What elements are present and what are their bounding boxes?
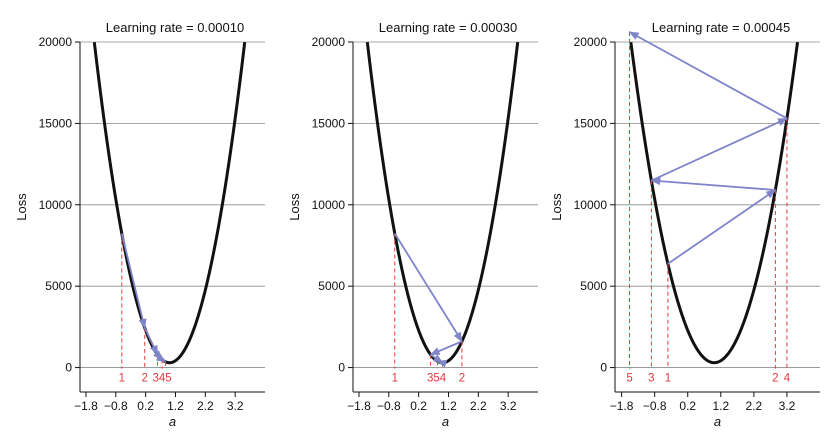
chart-title: Learning rate = 0.00045 [652,20,790,35]
x-tick-label: −0.8 [104,399,128,413]
step-label: 2 [459,373,465,385]
step-arrow-2-to-3 [650,177,776,191]
step-arrow-1-to-2 [394,233,463,343]
y-tick-label: 20000 [574,35,608,49]
x-tick-label: −0.8 [643,399,667,413]
y-axis-label: Loss [549,193,564,221]
step-arrow-3-to-4 [650,117,788,182]
step-arrow-1-to-2 [667,189,777,265]
step-arrow-2-to-3 [143,327,159,356]
step-label: 3 [648,373,654,385]
x-tick-label: 0.2 [137,399,154,413]
x-axis-label: a [714,414,721,429]
step-label: 1 [119,373,125,385]
x-tick-label: −1.8 [610,399,634,413]
y-tick-label: 15000 [312,116,346,130]
y-tick-label: 5000 [318,279,345,293]
x-axis-label: a [169,414,176,429]
step-arrow-2-to-3 [429,340,463,356]
x-tick-label: 1.2 [167,399,184,413]
y-tick-label: 15000 [574,116,608,130]
loss-curve [92,42,247,365]
step-label: 345 [152,373,171,385]
y-tick-label: 20000 [39,35,73,49]
step-label: 2 [772,373,778,385]
y-tick-label: 0 [338,361,345,375]
chart-panel-3: 0 5000 10000 15000 20000 −1.8 −0.8 0.2 1.2 2.2 3.2… [549,20,820,429]
x-tick-label: 3.2 [227,399,244,413]
step-label: 354 [427,373,447,385]
chart-title: Learning rate = 0.00010 [106,20,244,35]
step-label: 4 [784,373,791,385]
step-label: 1 [392,373,398,385]
loss-curve [629,42,800,365]
chart-title: Learning rate = 0.00030 [379,20,517,35]
y-tick-label: 10000 [39,198,73,212]
x-tick-label: 0.2 [679,399,696,413]
x-tick-label: 1.2 [440,399,457,413]
chart-panel-2: 0 5000 10000 15000 20000 −1.8 −0.8 0.2 1.2 2.2 3.2… [287,20,538,429]
y-tick-label: 15000 [39,116,73,130]
y-tick-label: 5000 [580,279,607,293]
y-tick-label: 10000 [574,198,608,212]
y-tick-label: 5000 [45,279,72,293]
x-tick-label: 2.2 [197,399,214,413]
x-tick-label: −1.8 [347,399,371,413]
x-tick-label: 2.2 [470,399,487,413]
x-tick-label: 3.2 [500,399,517,413]
x-tick-label: 0.2 [410,399,427,413]
y-axis-label: Loss [14,193,29,221]
loss-curve [365,42,520,365]
step-arrow-4-to-5 [628,31,788,120]
step-label: 5 [626,373,632,385]
y-tick-label: 10000 [312,198,346,212]
step-label: 1 [665,373,671,385]
y-axis-label: Loss [287,193,302,221]
x-tick-label: 2.2 [746,399,763,413]
step-arrow-1-to-2 [120,233,147,329]
x-axis-label: a [442,414,449,429]
y-tick-label: 20000 [312,35,346,49]
y-tick-label: 0 [600,361,607,375]
x-tick-label: −0.8 [377,399,401,413]
step-arrow-4-to-5 [436,359,448,368]
x-tick-label: −1.8 [74,399,98,413]
step-label: 2 [142,373,148,385]
step-arrow-4-to-5 [155,353,167,363]
y-tick-label: 0 [65,361,72,375]
chart-panel-1: 0 5000 10000 15000 20000 −1.8 −0.8 0.2 1.2 2.2 3.2… [14,20,265,429]
x-tick-label: 3.2 [779,399,796,413]
x-tick-label: 1.2 [712,399,729,413]
